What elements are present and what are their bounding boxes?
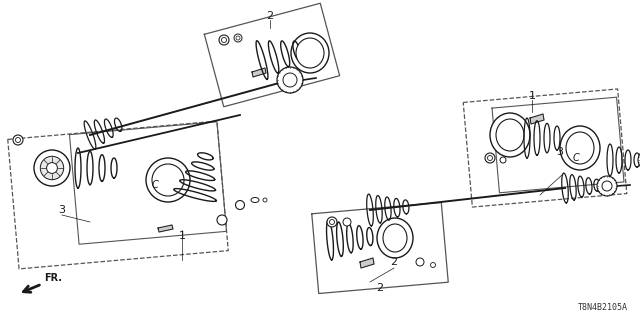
- Ellipse shape: [13, 135, 23, 145]
- Ellipse shape: [416, 258, 424, 266]
- Ellipse shape: [236, 36, 240, 40]
- Ellipse shape: [327, 217, 337, 227]
- Ellipse shape: [15, 138, 20, 142]
- Text: 1: 1: [179, 231, 186, 241]
- Text: 3: 3: [58, 205, 65, 215]
- Ellipse shape: [343, 218, 351, 226]
- Ellipse shape: [383, 224, 407, 252]
- Text: T8N4B2105A: T8N4B2105A: [578, 303, 628, 312]
- Polygon shape: [360, 258, 374, 268]
- Ellipse shape: [296, 38, 324, 68]
- Text: 2: 2: [390, 257, 397, 267]
- Ellipse shape: [602, 181, 612, 191]
- Ellipse shape: [500, 157, 506, 163]
- Ellipse shape: [638, 150, 640, 170]
- Ellipse shape: [496, 119, 524, 151]
- Ellipse shape: [377, 218, 413, 258]
- Ellipse shape: [221, 37, 227, 43]
- Ellipse shape: [566, 132, 594, 164]
- Ellipse shape: [217, 215, 227, 225]
- Ellipse shape: [219, 35, 229, 45]
- Ellipse shape: [234, 34, 242, 42]
- Ellipse shape: [152, 164, 184, 196]
- Polygon shape: [158, 225, 173, 232]
- Ellipse shape: [291, 33, 329, 73]
- Text: 3: 3: [557, 147, 563, 157]
- Text: 2: 2: [376, 283, 383, 293]
- Ellipse shape: [146, 158, 190, 202]
- Ellipse shape: [560, 126, 600, 170]
- Ellipse shape: [597, 176, 617, 196]
- Ellipse shape: [490, 113, 530, 157]
- Ellipse shape: [47, 163, 58, 173]
- Ellipse shape: [330, 220, 335, 225]
- Text: C: C: [573, 153, 579, 163]
- Text: 2: 2: [266, 11, 273, 21]
- Polygon shape: [530, 114, 544, 124]
- Ellipse shape: [34, 150, 70, 186]
- Ellipse shape: [283, 73, 297, 87]
- Ellipse shape: [40, 156, 64, 180]
- Ellipse shape: [431, 262, 435, 268]
- Polygon shape: [252, 68, 266, 77]
- Ellipse shape: [251, 197, 259, 203]
- Text: FR.: FR.: [44, 273, 62, 283]
- Ellipse shape: [488, 156, 493, 161]
- Ellipse shape: [236, 201, 244, 210]
- Text: 1: 1: [529, 91, 536, 101]
- Text: C: C: [152, 180, 158, 190]
- Ellipse shape: [485, 153, 495, 163]
- Ellipse shape: [277, 67, 303, 93]
- Ellipse shape: [263, 198, 267, 202]
